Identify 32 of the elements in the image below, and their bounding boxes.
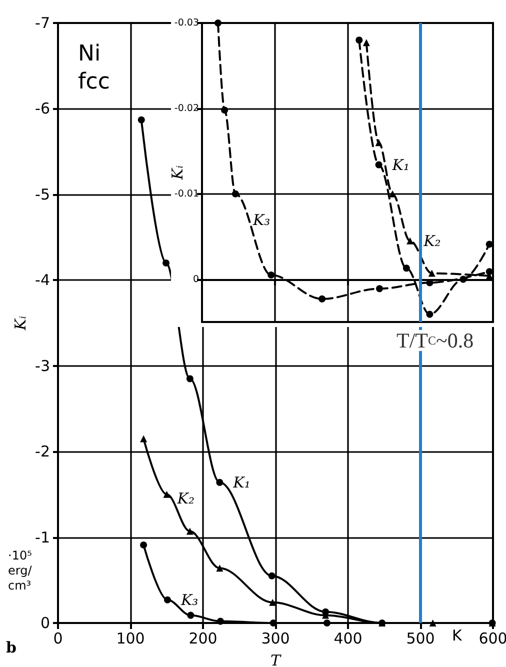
series-label: K₁ xyxy=(391,156,410,174)
text: K xyxy=(452,626,463,644)
x-tick-label: 500 xyxy=(406,630,435,648)
x-axis-title: T xyxy=(270,652,282,667)
y-axis-title: Kᵢ xyxy=(168,165,186,181)
y-tick-label: -4 xyxy=(35,271,50,290)
y-tick-label: -6 xyxy=(35,100,50,118)
y-tick-label: -7 xyxy=(35,14,50,32)
series-label: K₃ xyxy=(180,590,198,609)
x-tick-label: 200 xyxy=(188,630,218,648)
y-tick-label: 0 xyxy=(40,614,50,632)
x-tick-label: 600 xyxy=(478,630,506,648)
x-tick-label: 400 xyxy=(334,630,362,648)
y-tick-label: -3 xyxy=(35,356,50,375)
y-tick-label: -1 xyxy=(35,528,50,546)
y-axis-title: Kᵢ xyxy=(12,316,30,332)
series-label: K₂ xyxy=(176,489,194,508)
y-tick-label: -0.01 xyxy=(174,188,199,200)
x-tick-label: 300 xyxy=(261,630,290,648)
y-tick-label: -5 xyxy=(35,185,50,204)
y-tick-label: -2 xyxy=(35,442,50,461)
y-tick-label: -0.02 xyxy=(174,102,199,114)
text: b xyxy=(6,638,16,656)
x-tick-label: 100 xyxy=(116,630,145,648)
ref-line-label: T/TC~0.8 xyxy=(396,328,474,352)
text: ·10⁵ erg/cm³ xyxy=(8,548,36,592)
series-label: K₃ xyxy=(252,210,270,229)
x-tick-label: 0 xyxy=(53,630,63,648)
y-tick-label: -0.03 xyxy=(174,18,199,28)
series-label: K₁ xyxy=(232,473,250,492)
annotation: Ni fcc xyxy=(78,42,110,94)
series-label: K₂ xyxy=(422,232,441,250)
